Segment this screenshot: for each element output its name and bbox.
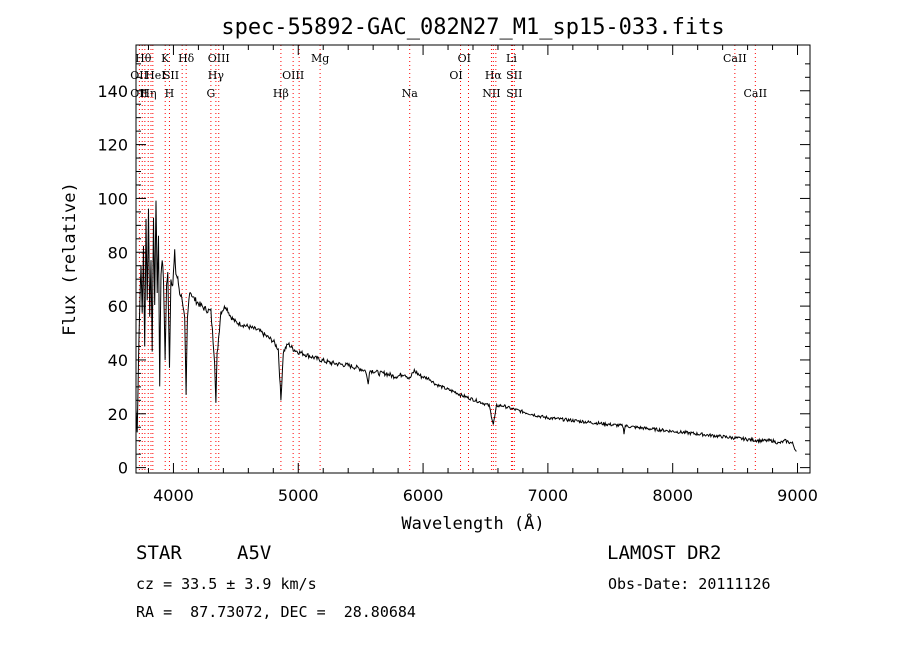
redshift-velocity: cz = 33.5 ± 3.9 km/s <box>136 575 317 593</box>
line-label-20: Hβ <box>273 87 289 100</box>
line-label-7: CaII <box>723 52 747 65</box>
x-tick-label-6000: 6000 <box>403 486 444 505</box>
line-label-10: SII <box>163 69 179 82</box>
line-label-23: SII <box>506 87 522 100</box>
line-label-15: SII <box>506 69 522 82</box>
x-axis-ticks: 4000 5000 6000 7000 8000 9000 <box>147 45 818 505</box>
line-label-4: Mg <box>311 52 329 65</box>
x-tick-label-7000: 7000 <box>528 486 569 505</box>
x-tick-label-4000: 4000 <box>153 486 194 505</box>
plot-frame <box>135 44 811 474</box>
spectral-line-markers <box>138 45 756 473</box>
line-label-22: NII <box>482 87 500 100</box>
chart-title: spec-55892-GAC_082N27_M1_sp15-033.fits <box>221 15 724 40</box>
y-axis-ticks: 0 20 40 60 80 100 120 140 <box>97 63 810 478</box>
observation-date: Obs-Date: 20111126 <box>608 575 771 593</box>
x-tick-label-5000: 5000 <box>278 486 319 505</box>
y-tick-label-40: 40 <box>108 351 128 370</box>
line-label-16: OII <box>130 87 148 100</box>
x-tick-label-8000: 8000 <box>652 486 693 505</box>
y-tick-label-120: 120 <box>97 136 128 155</box>
line-label-13: OI <box>449 69 462 82</box>
x-axis-label: Wavelength (Å) <box>401 512 544 534</box>
line-label-6: Li <box>506 52 517 65</box>
line-label-5: OI <box>458 52 471 65</box>
line-label-9: HeI <box>145 69 165 82</box>
line-label-0: Hθ <box>135 52 152 65</box>
sky-coordinates: RA = 87.73072, DEC = 28.80684 <box>136 603 416 621</box>
line-label-17: Hη <box>140 87 156 100</box>
spectrum-series-line <box>135 200 797 452</box>
line-label-2: Hδ <box>178 52 195 65</box>
y-tick-label-80: 80 <box>108 243 128 262</box>
y-tick-label-60: 60 <box>108 297 128 316</box>
line-label-3: OIII <box>208 52 230 65</box>
line-label-1: K <box>161 52 170 65</box>
object-class: STAR <box>136 542 182 564</box>
line-label-11: Hγ <box>208 69 225 82</box>
line-label-14: Hα <box>485 69 503 82</box>
line-label-8: OII <box>130 69 148 82</box>
line-label-19: G <box>206 87 215 100</box>
line-label-18: H <box>165 87 175 100</box>
line-label-24: CaII <box>743 87 767 100</box>
line-label-12: OIII <box>282 69 304 82</box>
line-label-21: Na <box>402 87 419 100</box>
y-axis-label: Flux (relative) <box>60 182 80 336</box>
x-tick-label-9000: 9000 <box>777 486 818 505</box>
y-tick-label-100: 100 <box>97 189 128 208</box>
object-subclass: A5V <box>237 542 272 564</box>
y-tick-label-140: 140 <box>97 82 128 101</box>
y-tick-label-20: 20 <box>108 405 128 424</box>
y-tick-label-0: 0 <box>118 459 128 478</box>
survey-name: LAMOST DR2 <box>607 542 722 564</box>
